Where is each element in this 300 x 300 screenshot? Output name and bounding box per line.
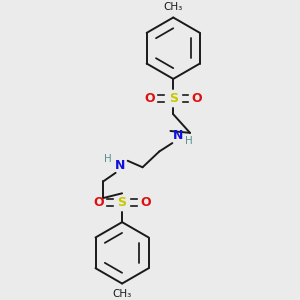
Text: CH₃: CH₃ (112, 289, 132, 299)
Text: S: S (169, 92, 178, 105)
Text: CH₃: CH₃ (164, 2, 183, 12)
Text: H: H (185, 136, 193, 146)
Text: O: O (145, 92, 155, 105)
Text: H: H (104, 154, 112, 164)
Text: O: O (140, 196, 151, 209)
Text: O: O (94, 196, 104, 209)
Text: N: N (115, 159, 125, 172)
Text: S: S (118, 196, 127, 209)
Text: N: N (173, 129, 183, 142)
Text: O: O (191, 92, 202, 105)
